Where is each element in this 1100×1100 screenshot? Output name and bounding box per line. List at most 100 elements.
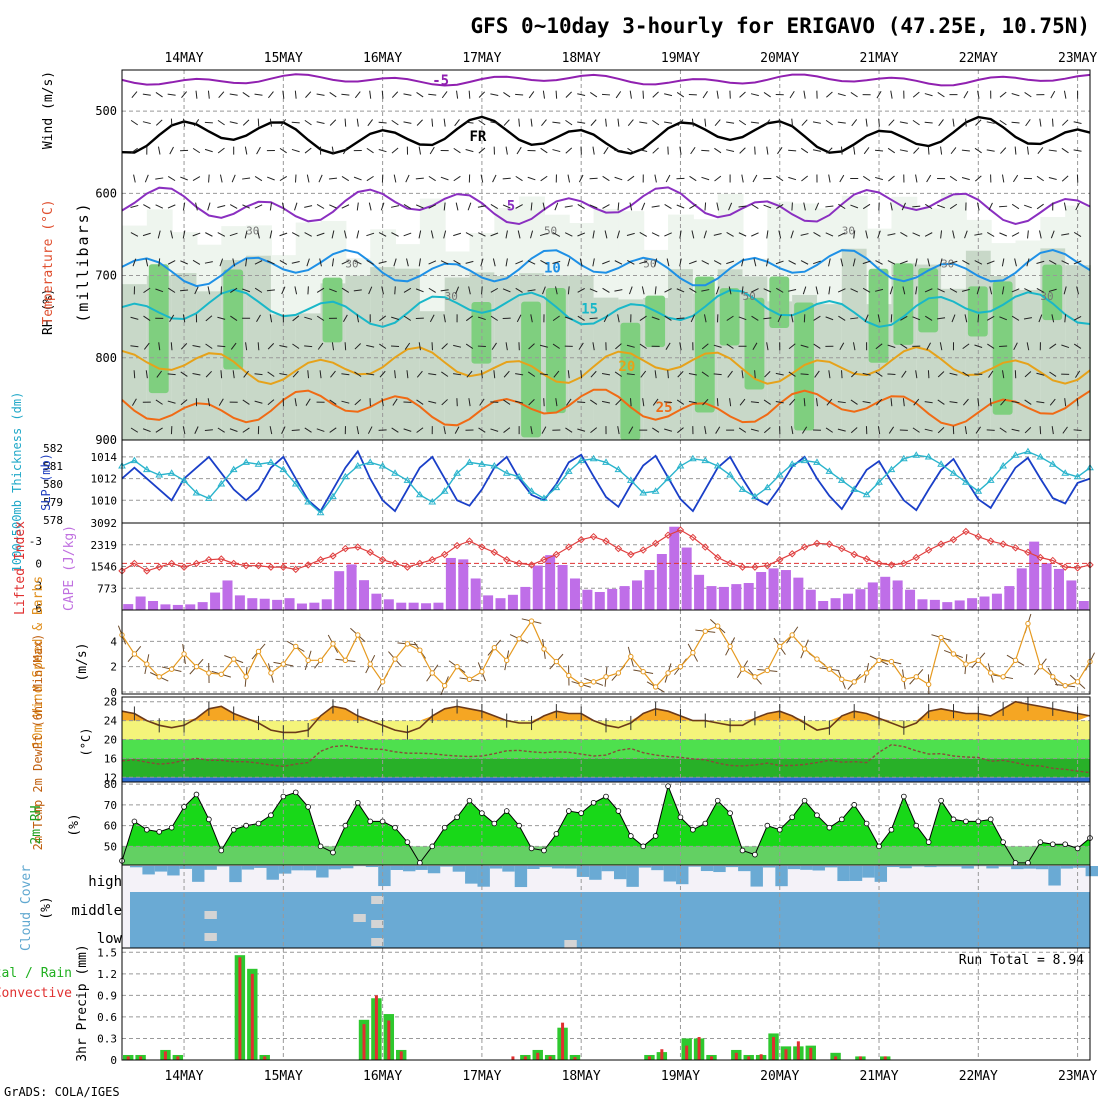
wind10m-point-19 (355, 632, 361, 638)
wind-barb-73-480 (1024, 92, 1032, 98)
wind-barb-49-752 (726, 315, 734, 321)
li-point-64 (912, 553, 920, 562)
wind-barb-21-548 (378, 148, 387, 153)
wind-barb-43-752 (651, 316, 660, 321)
wind-barb-16-786 (317, 342, 324, 350)
rh-ytick-70: 70 (104, 799, 117, 812)
cape-bar-10 (247, 598, 258, 610)
wind-barb-75-514 (1051, 118, 1054, 127)
wind-barb-4-480 (167, 93, 176, 96)
thickness-point-34 (540, 494, 548, 501)
rh-shade-high-46 (694, 276, 715, 413)
bottom-tick-label-18MAY: 18MAY (562, 1069, 601, 1084)
cloud-high-bar-56 (824, 866, 838, 868)
wind-barb-73-548 (1026, 146, 1029, 155)
wind-barb-66-616 (937, 204, 946, 209)
wind-barb-9-718 (230, 287, 238, 293)
isotherm-10 (121, 248, 1091, 288)
wind-barb-56-650 (813, 232, 821, 237)
wind-barb-48-480 (716, 90, 719, 99)
wind-barb-20-684 (366, 259, 374, 265)
wind-barb-26-854 (441, 399, 448, 406)
wind-barb-77-820 (1075, 370, 1081, 378)
wind10m-labels: 10m Wind Speed & Barbs (m/s) (31, 576, 90, 748)
rh-shade-mid-12 (270, 314, 297, 440)
wind-barb-54-480 (789, 91, 795, 99)
wind-barb-36-684 (567, 258, 571, 267)
rh-point-34 (541, 847, 547, 854)
rh2m-yunit: (%) (67, 813, 82, 836)
wind-barb-33-752 (530, 314, 533, 323)
isotherm-label-25: 25 (656, 400, 673, 416)
precip-conv-bar-0 (126, 1056, 130, 1060)
wind-barb-75-684 (1049, 260, 1057, 265)
wind-barb-23-480 (403, 93, 412, 96)
cloud-high-bar-26 (452, 866, 466, 872)
wind-barb-31-548 (505, 146, 508, 155)
wind10m-point-38 (590, 679, 597, 685)
wind-barb-26-786 (441, 343, 448, 350)
rh-point-68 (963, 818, 969, 825)
wind10m-point-14 (293, 643, 299, 650)
thickness-point-35 (552, 483, 561, 491)
wind-barb-20-480 (369, 90, 372, 99)
wind-barb-63-752 (900, 315, 908, 321)
wind10m-point-54 (789, 632, 795, 638)
wind10m-point-55 (801, 646, 808, 652)
rh-point-2 (144, 826, 150, 833)
wind-barb-73-888 (1024, 426, 1032, 434)
wind-barb-65-650 (924, 232, 933, 237)
thickness-point-60 (862, 490, 871, 498)
wind-barb-43-480 (652, 91, 659, 98)
wind-barb-74-514 (1039, 118, 1042, 127)
cloud-high-bar-22 (403, 866, 416, 872)
wind-barb-75-548 (1048, 149, 1057, 152)
wind-barb-21-514 (378, 121, 387, 124)
cloud-high-bar-31 (514, 866, 528, 888)
wind-barb-54-684 (788, 260, 796, 265)
wind-barb-19-514 (356, 118, 359, 127)
li-point-36 (565, 543, 573, 551)
wind-barb-11-514 (257, 118, 260, 127)
temp2m-labels: 2m Temp 2m DewPt (6hr Min/Max) (°C) (31, 634, 93, 851)
wind10m-point-51 (752, 674, 758, 680)
cloud-gap-2 (353, 914, 366, 922)
wind-barb-26-514 (443, 118, 446, 127)
rh-point-37 (578, 810, 584, 816)
wind-barb-21-854 (381, 398, 384, 407)
rh-point-44 (665, 783, 671, 789)
wind10m-point-21 (379, 679, 386, 685)
rh-point-20 (367, 818, 374, 825)
wind-barb-72-752 (1011, 315, 1020, 321)
wind-barb-56-752 (813, 315, 821, 321)
rh-point-25 (429, 843, 436, 850)
wind-barb-60-650 (865, 230, 868, 239)
cloud-high-bar-5 (192, 866, 205, 882)
wind-barb-45-548 (679, 146, 682, 155)
wind-barb-2-786 (143, 342, 150, 350)
wind-barb-47-888 (704, 426, 707, 435)
wind-barb-34-786 (539, 344, 548, 348)
wind10m-point-33 (528, 618, 535, 624)
cape-bar-31 (507, 594, 518, 610)
li-point-41 (627, 550, 635, 559)
wind-barb-59-718 (850, 288, 859, 293)
wind-barb-61-718 (875, 288, 884, 292)
wind-barb-50-820 (741, 370, 744, 379)
wind-barb-17-616 (329, 204, 337, 209)
wind-barb-3-582 (155, 177, 164, 180)
wind-barb-22-480 (391, 91, 399, 98)
wind-barb-4-752 (169, 314, 175, 322)
wind-barb-2-480 (142, 93, 151, 96)
wind-barb-49-820 (727, 370, 733, 378)
wind-barb-35-786 (552, 343, 560, 349)
wind-barb-52-684 (765, 258, 769, 267)
wind-barb-34-616 (542, 202, 546, 211)
precip-conv-bar-46 (697, 1037, 701, 1060)
wind-barb-33-718 (527, 289, 536, 292)
thickness-point-15 (304, 498, 313, 505)
wind-barb-23-786 (404, 342, 411, 350)
wind-barb-40-514 (617, 118, 620, 127)
wind-barb-22-616 (391, 205, 400, 208)
cape-ytick-2319: 2319 (91, 539, 118, 552)
